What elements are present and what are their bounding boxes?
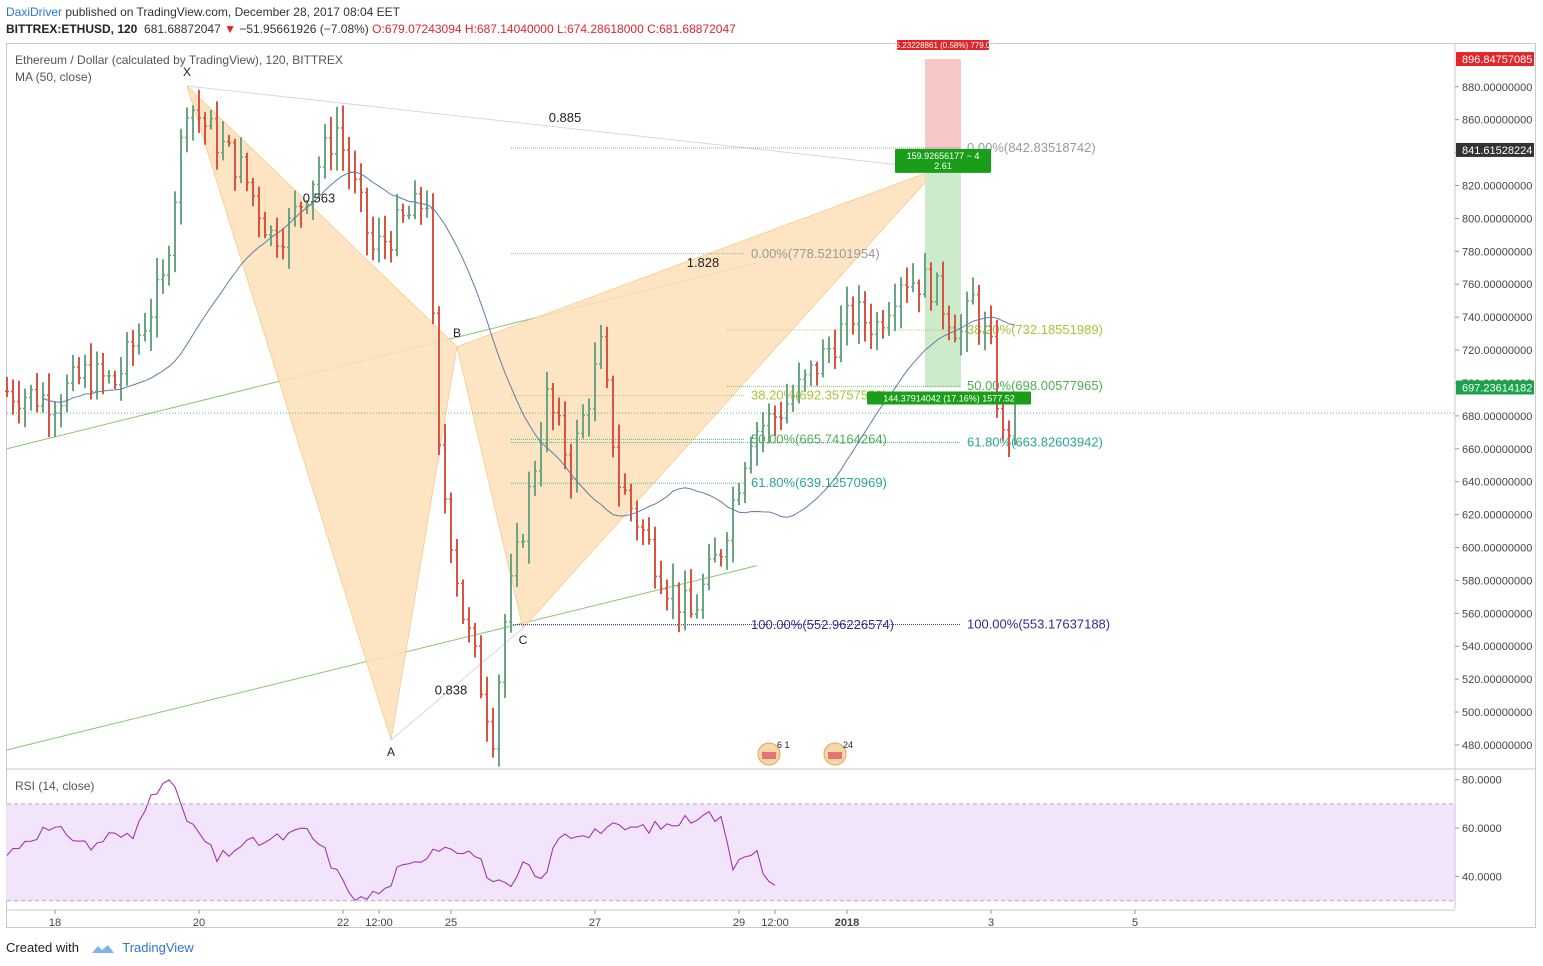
stop-label-box	[897, 40, 989, 50]
price-tick-label: 520.00000000	[1462, 674, 1532, 686]
author-link[interactable]: DaxiDriver	[6, 5, 63, 19]
tradingview-logo-icon	[91, 944, 114, 953]
axes: 480.00000000500.00000000520.00000000540.…	[7, 44, 1535, 929]
pattern-point-X: X	[183, 65, 191, 79]
target-label-box	[895, 148, 991, 173]
time-tick-label: 18	[49, 917, 61, 929]
chart-frame	[6, 43, 1536, 928]
price-tick-label: 880.00000000	[1462, 82, 1532, 94]
price-tick-label: 760.00000000	[1462, 279, 1532, 291]
price-tick-label: 500.00000000	[1462, 707, 1532, 719]
down-arrow-icon: ▼	[224, 22, 237, 36]
price-tick-label: 720.00000000	[1462, 345, 1532, 357]
event-flag-label: 6 1	[777, 740, 790, 750]
price-label-box	[1456, 52, 1534, 67]
stop-label-text: 55.23228861 (0.58%) 779.07	[891, 41, 995, 50]
price-tick-label: 660.00000000	[1462, 444, 1532, 456]
published-text: published on TradingView.com, December 2…	[65, 5, 401, 19]
created-with-text: Created with	[6, 940, 79, 955]
fib-right-label: 0.00%(842.83518742)	[967, 140, 1096, 155]
fib-left-label: 0.00%(778.52101954)	[751, 246, 880, 261]
tradingview-link[interactable]: TradingView	[122, 940, 194, 955]
entry-label-box	[867, 391, 1031, 405]
fib-right-label: 100.00%(553.17637188)	[967, 617, 1110, 632]
price-tick-label: 620.00000000	[1462, 510, 1532, 522]
time-tick-label: 25	[445, 917, 457, 929]
footer: Created with TradingView	[6, 940, 194, 955]
price-tick-label: 800.00000000	[1462, 213, 1532, 225]
pattern-point-C: C	[519, 633, 528, 647]
rsi-tick-label: 40.0000	[1462, 872, 1502, 884]
pattern-ratio: 1.828	[687, 255, 720, 270]
fib-left-label: 100.00%(552.96226574)	[751, 617, 894, 632]
pattern-bcd-triangle	[456, 168, 938, 629]
fib-right-label: 61.80%(663.82603942)	[967, 434, 1103, 449]
pattern-point-A: A	[387, 745, 395, 759]
rsi-legend: RSI (14, close)	[15, 779, 95, 793]
pattern-xd-line	[186, 85, 938, 170]
price-tick-label: 640.00000000	[1462, 477, 1532, 489]
price-tick-label: 740.00000000	[1462, 312, 1532, 324]
fib-right-label: 50.00%(698.00577965)	[967, 378, 1103, 393]
time-tick-label: 27	[589, 917, 601, 929]
event-flag-label: 24	[843, 740, 853, 750]
price-tick-label: 560.00000000	[1462, 608, 1532, 620]
price-tick-label: 600.00000000	[1462, 543, 1532, 555]
fib-retracements: 0.00%(778.52101954) 38.20%(692.35757559) 5…	[511, 140, 1110, 632]
pattern-ratio: 0.838	[435, 683, 468, 698]
entry-label-text: 144.37914042 (17.16%) 1577.52	[883, 394, 1015, 404]
price-tick-label: 780.00000000	[1462, 246, 1532, 258]
price-tick-label: 480.00000000	[1462, 740, 1532, 752]
price-label-text: 697.23614182	[1462, 383, 1532, 395]
pattern-ratio: 0.563	[303, 191, 336, 206]
price-label-text: 841.61528224	[1462, 145, 1532, 157]
candles	[5, 89, 1017, 767]
price-change: −51.95661926 (−7.08%)	[239, 22, 369, 36]
fib-left-label: 50.00%(665.74164264)	[751, 431, 887, 446]
pattern-point-B: B	[453, 326, 461, 340]
time-tick-label: 3	[988, 917, 994, 929]
time-tick-label: 12:00	[761, 917, 789, 929]
symbol-info: BITTREX:ETHUSD, 120 681.68872047 ▼ −51.9…	[6, 22, 736, 36]
chart-title: Ethereum / Dollar (calculated by Trading…	[15, 53, 343, 67]
price-label-text: 896.84757085	[1462, 54, 1532, 66]
time-tick-label: 29	[733, 917, 745, 929]
target-label-line1: 159.92656177 ~ 4	[907, 151, 980, 161]
time-tick-label: 2018	[835, 917, 859, 929]
ma-line	[42, 171, 1016, 518]
fib-right-label: 38.20%(732.18551989)	[967, 322, 1103, 337]
event-flag-stripe	[762, 752, 776, 759]
time-tick-label: 12:00	[365, 917, 393, 929]
fib-left-label: 38.20%(692.35757559)	[751, 388, 887, 403]
last-price: 681.68872047	[144, 22, 221, 36]
rsi-tick-label: 80.0000	[1462, 775, 1502, 787]
pattern-ratio: 0.885	[549, 110, 582, 125]
target-label-line2: 2.61	[934, 161, 952, 171]
price-tick-label: 680.00000000	[1462, 411, 1532, 423]
time-tick-label: 20	[193, 917, 205, 929]
rsi-tick-label: 60.0000	[1462, 823, 1502, 835]
publish-info: DaxiDriver published on TradingView.com,…	[6, 5, 400, 19]
ma-legend: MA (50, close)	[15, 70, 92, 84]
price-tick-label: 820.00000000	[1462, 181, 1532, 193]
price-label-box	[1456, 142, 1534, 157]
pattern-ac-line	[390, 627, 524, 741]
ohlc-values: O:679.07243094 H:687.14040000 L:674.2861…	[372, 22, 736, 36]
price-label-box	[1456, 380, 1534, 395]
rsi-band	[6, 803, 1455, 901]
price-tick-label: 540.00000000	[1462, 641, 1532, 653]
time-tick-label: 22	[337, 917, 349, 929]
rsi-line	[6, 779, 776, 902]
time-tick-label: 5	[1132, 917, 1138, 929]
price-tick-label: 860.00000000	[1462, 115, 1532, 127]
price-tick-label: 580.00000000	[1462, 575, 1532, 587]
event-flag-stripe	[828, 752, 842, 759]
symbol: BITTREX:ETHUSD, 120	[6, 22, 138, 36]
fib-left-label: 61.80%(639.12570969)	[751, 475, 887, 490]
